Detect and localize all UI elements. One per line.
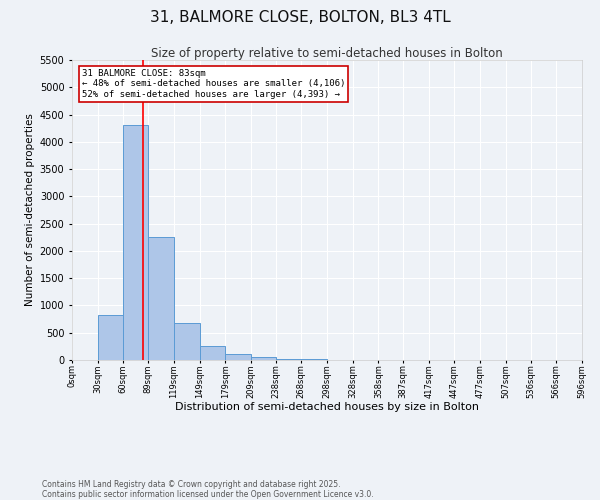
Text: 31, BALMORE CLOSE, BOLTON, BL3 4TL: 31, BALMORE CLOSE, BOLTON, BL3 4TL xyxy=(149,10,451,25)
Title: Size of property relative to semi-detached houses in Bolton: Size of property relative to semi-detach… xyxy=(151,47,503,60)
Text: 31 BALMORE CLOSE: 83sqm
← 48% of semi-detached houses are smaller (4,106)
52% of: 31 BALMORE CLOSE: 83sqm ← 48% of semi-de… xyxy=(82,69,346,99)
Y-axis label: Number of semi-detached properties: Number of semi-detached properties xyxy=(25,114,35,306)
Bar xyxy=(275,358,301,360)
Bar xyxy=(148,238,174,360)
Bar xyxy=(124,126,148,360)
Bar xyxy=(225,354,251,360)
Text: Contains HM Land Registry data © Crown copyright and database right 2025.
Contai: Contains HM Land Registry data © Crown c… xyxy=(42,480,374,499)
Bar xyxy=(98,314,124,360)
X-axis label: Distribution of semi-detached houses by size in Bolton: Distribution of semi-detached houses by … xyxy=(175,402,479,412)
Bar xyxy=(251,356,275,360)
Bar xyxy=(174,323,199,360)
Bar xyxy=(199,346,225,360)
